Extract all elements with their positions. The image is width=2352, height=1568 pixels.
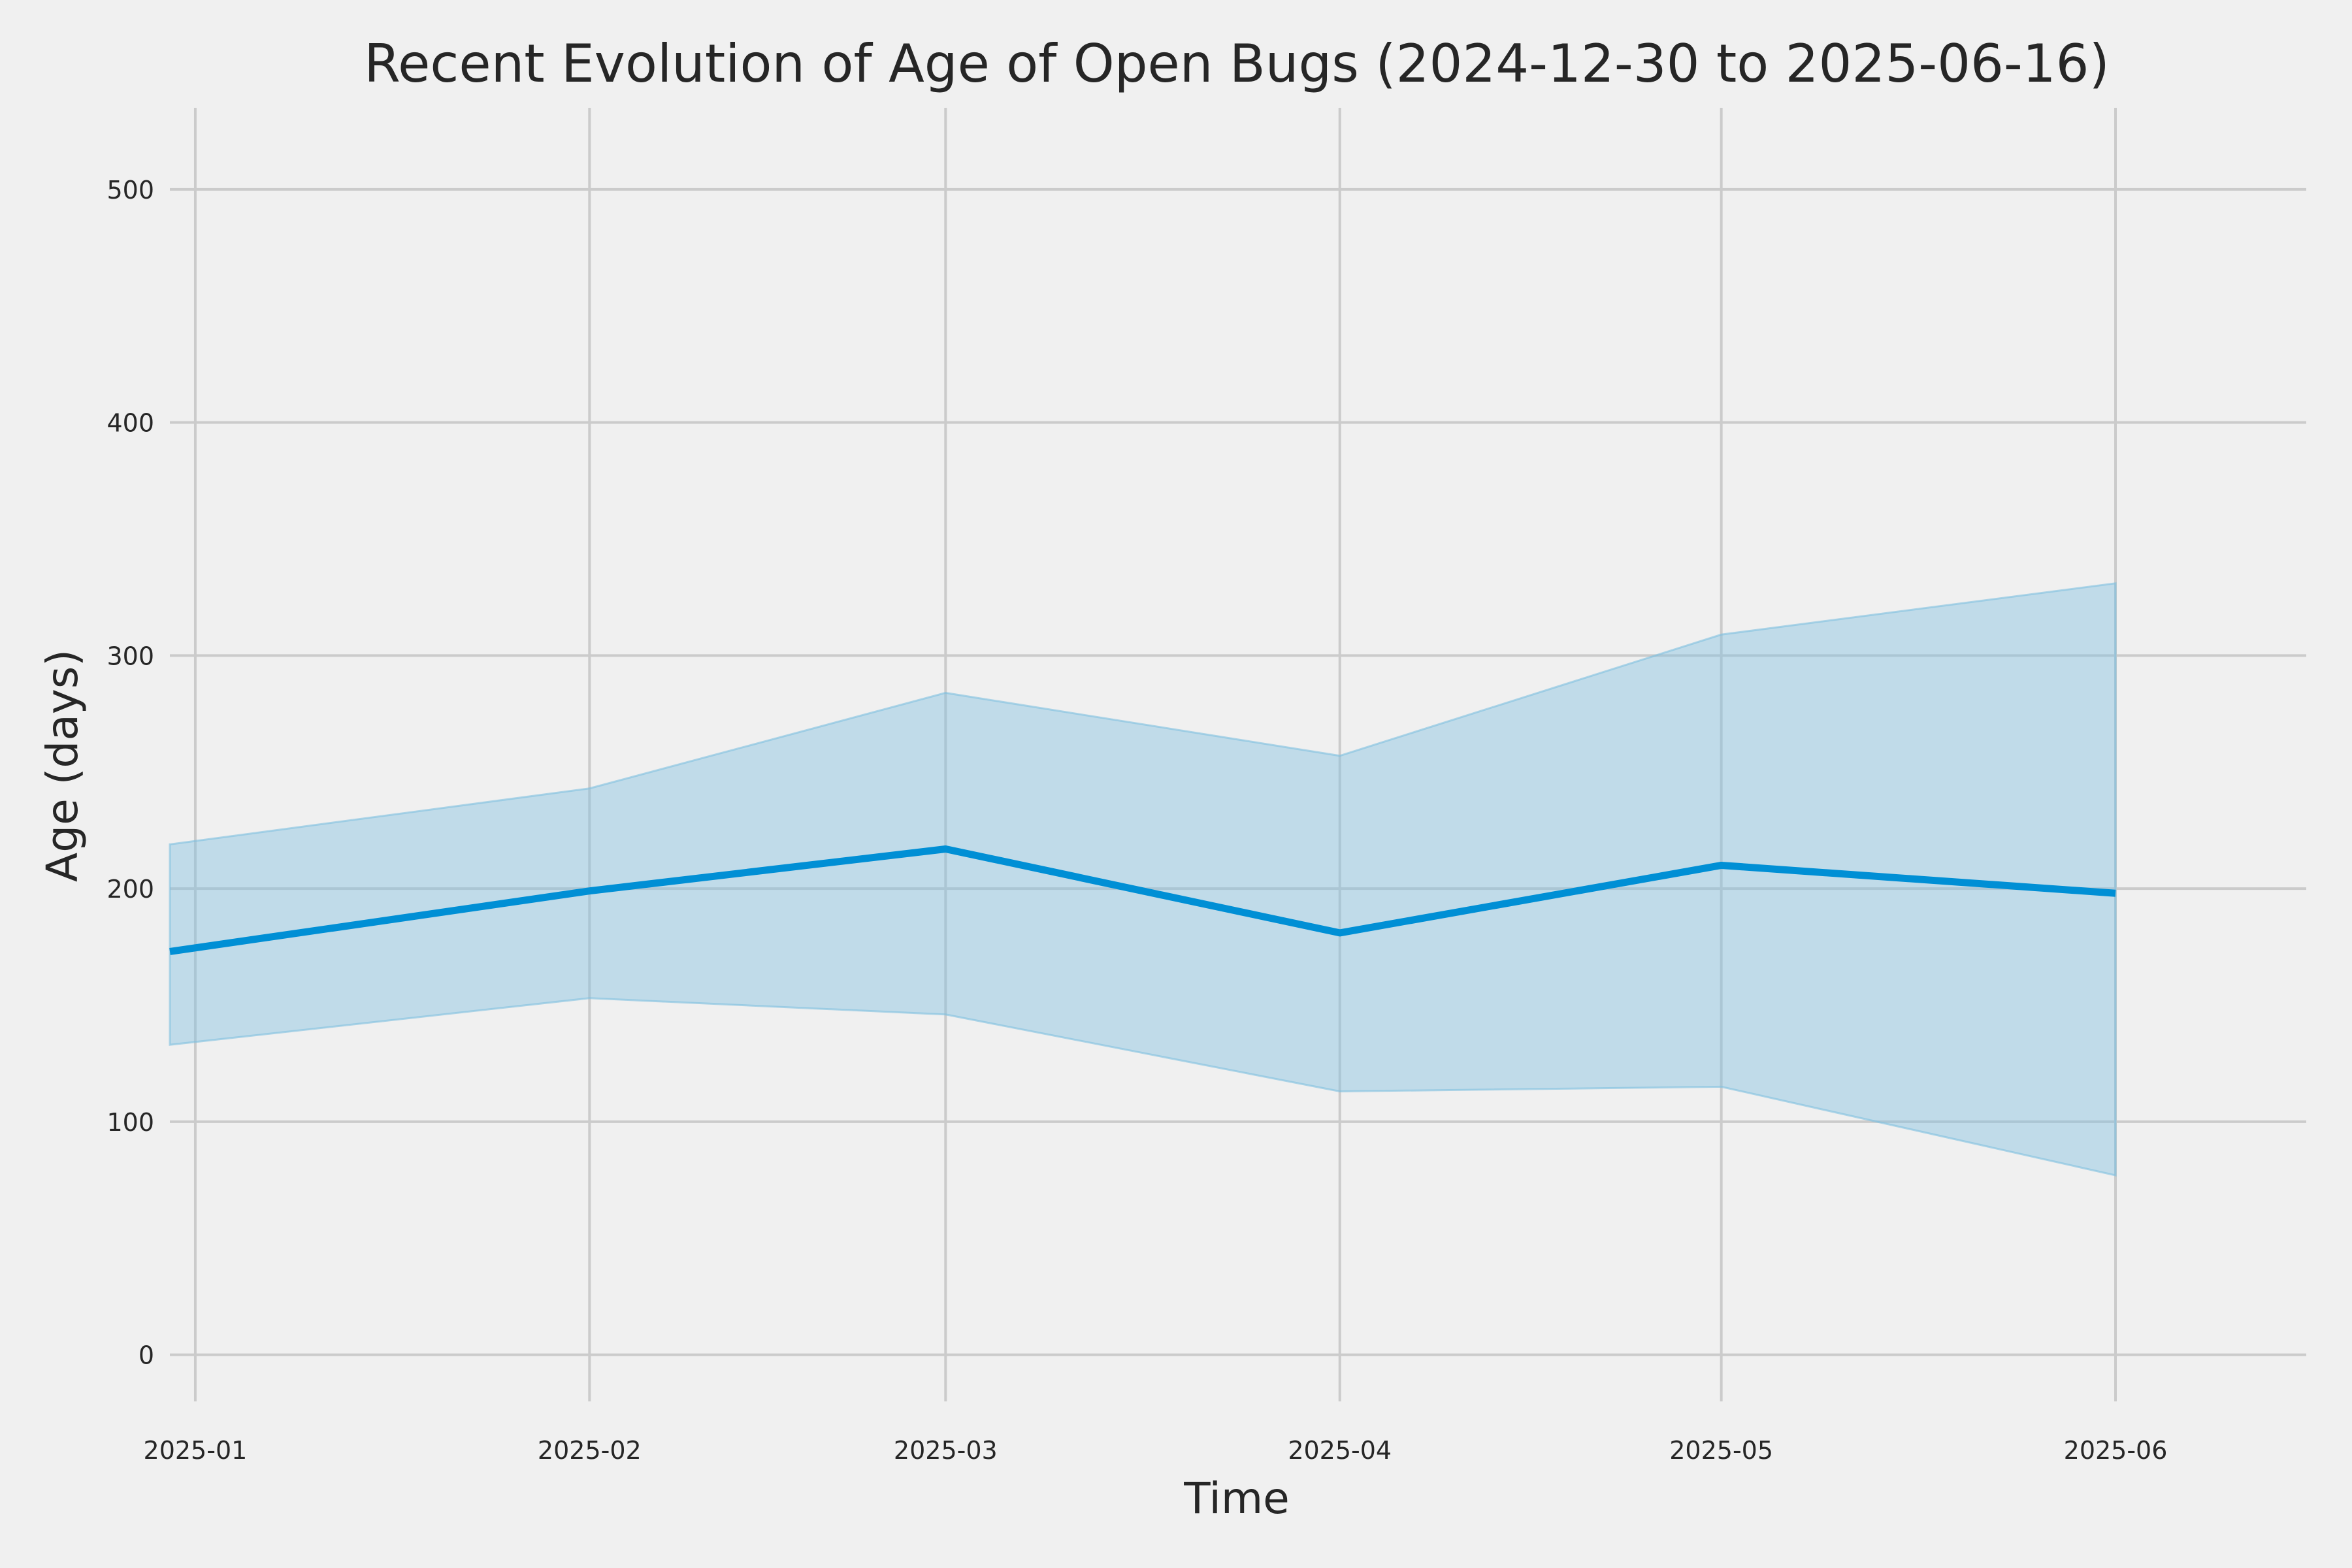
tick-labels: 0 100 200 300 400 500 2025-01 2025-02 2025-03 202… bbox=[106, 176, 2167, 1465]
confidence-band bbox=[169, 582, 2117, 1177]
series-line-group bbox=[169, 845, 2116, 955]
x-tick-label: 2025-05 bbox=[1669, 1436, 1773, 1465]
y-tick-label: 200 bbox=[106, 875, 154, 904]
confidence-band-area bbox=[169, 582, 2117, 1177]
chart-title: Recent Evolution of Age of Open Bugs (20… bbox=[364, 33, 2110, 94]
y-tick-label: 400 bbox=[106, 409, 154, 438]
y-tick-label: 100 bbox=[106, 1108, 154, 1137]
y-tick-label: 300 bbox=[106, 642, 154, 670]
x-tick-label: 2025-01 bbox=[144, 1436, 248, 1465]
y-tick-label: 0 bbox=[139, 1341, 154, 1370]
grid bbox=[170, 108, 2306, 1401]
x-tick-label: 2025-04 bbox=[1288, 1436, 1392, 1465]
series-line bbox=[169, 845, 2116, 955]
y-tick-label: 500 bbox=[106, 176, 154, 204]
x-tick-label: 2025-02 bbox=[538, 1436, 642, 1465]
x-tick-label: 2025-06 bbox=[2064, 1436, 2168, 1465]
x-axis-label: Time bbox=[1183, 1473, 1290, 1524]
x-tick-label: 2025-03 bbox=[894, 1436, 998, 1465]
y-axis-label: Age (days) bbox=[37, 649, 88, 882]
